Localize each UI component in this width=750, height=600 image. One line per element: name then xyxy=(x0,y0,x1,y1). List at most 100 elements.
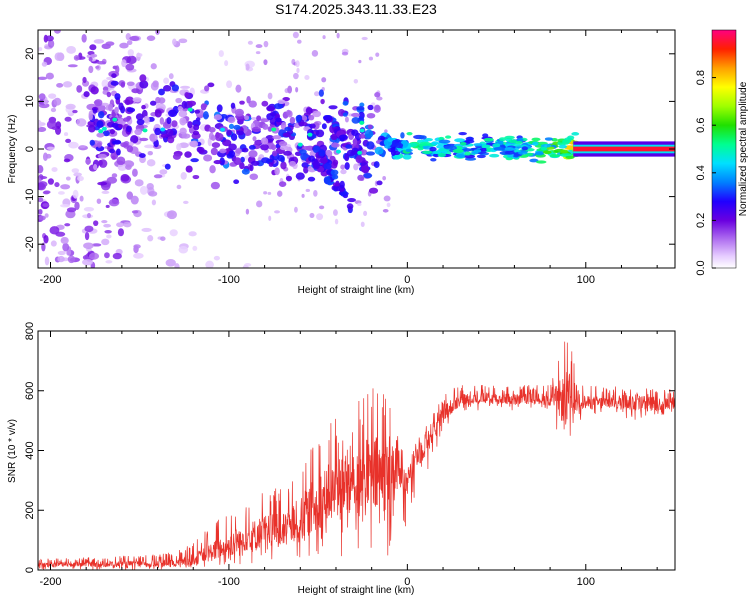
noise-blob xyxy=(77,175,84,182)
signal-blob xyxy=(244,115,250,121)
signal-blob xyxy=(149,100,157,106)
noise-blob xyxy=(38,197,44,203)
noise-blob xyxy=(82,76,87,84)
signal-blob xyxy=(106,91,112,98)
noise-blob xyxy=(277,190,283,197)
signal-blob xyxy=(406,131,413,136)
signal-blob xyxy=(295,172,305,180)
noise-blob xyxy=(106,234,112,239)
noise-blob xyxy=(38,93,46,101)
noise-blob xyxy=(56,82,64,88)
signal-blob xyxy=(92,108,98,114)
signal-blob xyxy=(544,137,553,141)
signal-blob xyxy=(344,162,350,170)
signal-blob xyxy=(187,121,193,129)
noise-blob xyxy=(292,31,299,39)
noise-blob xyxy=(172,38,177,46)
noise-blob xyxy=(255,44,263,49)
noise-blob xyxy=(43,235,49,244)
signal-blob xyxy=(289,116,296,124)
signal-blob xyxy=(309,123,316,129)
noise-blob xyxy=(71,168,80,174)
noise-blob xyxy=(76,85,83,93)
signal-blob xyxy=(278,141,288,147)
signal-blob xyxy=(207,82,215,88)
signal-blob xyxy=(441,150,448,154)
signal-blob xyxy=(235,84,242,93)
noise-blob xyxy=(368,56,374,61)
noise-blob xyxy=(127,49,134,57)
signal-blob xyxy=(330,169,339,176)
signal-blob xyxy=(96,132,105,138)
noise-blob xyxy=(361,36,368,41)
signal-blob xyxy=(89,139,95,146)
signal-blob xyxy=(158,88,165,96)
signal-blob xyxy=(177,105,183,112)
noise-blob xyxy=(144,144,155,149)
signal-blob xyxy=(256,115,262,122)
noise-blob xyxy=(65,103,76,110)
noise-blob xyxy=(376,96,383,101)
signal-blob xyxy=(210,181,220,190)
signal-blob xyxy=(338,134,348,140)
noise-blob xyxy=(48,116,57,124)
signal-blob xyxy=(260,137,269,145)
noise-blob xyxy=(119,42,129,49)
signal-blob xyxy=(288,160,297,167)
noise-blob xyxy=(93,163,98,171)
signal-blob xyxy=(132,168,138,177)
noise-blob xyxy=(79,145,86,149)
signal-blob xyxy=(248,145,256,150)
signal-peak xyxy=(271,127,277,132)
signal-blob xyxy=(116,148,121,156)
noise-blob xyxy=(68,141,79,149)
noise-blob xyxy=(44,256,50,266)
signal-peak xyxy=(359,128,365,133)
signal-blob xyxy=(118,124,123,129)
signal-blob xyxy=(430,158,437,162)
noise-blob xyxy=(95,65,100,69)
signal-blob xyxy=(340,164,345,170)
noise-blob xyxy=(314,91,320,97)
signal-blob xyxy=(320,171,328,176)
signal-blob xyxy=(438,139,451,144)
snr-line xyxy=(38,341,675,570)
spectrogram-marks xyxy=(38,30,675,268)
signal-blob xyxy=(83,91,90,98)
signal-blob xyxy=(184,151,192,158)
signal-peak xyxy=(142,128,148,133)
noise-blob xyxy=(83,206,95,212)
noise-blob xyxy=(85,158,92,165)
noise-blob xyxy=(88,252,100,260)
noise-blob xyxy=(105,204,110,209)
signal-blob xyxy=(165,128,174,137)
signal-blob xyxy=(97,153,107,159)
noise-blob xyxy=(251,117,257,121)
signal-blob xyxy=(433,150,441,155)
noise-blob xyxy=(316,213,324,221)
signal-blob xyxy=(126,81,135,87)
signal-blob xyxy=(344,153,350,162)
signal-blob xyxy=(373,104,381,113)
signal-blob xyxy=(275,117,282,123)
noise-blob xyxy=(63,132,69,137)
noise-blob xyxy=(104,252,110,259)
signal-blob xyxy=(482,133,489,138)
signal-blob xyxy=(135,113,144,121)
signal-blob xyxy=(374,146,384,155)
signal-blob xyxy=(455,153,466,159)
noise-blob xyxy=(38,215,46,221)
chart-title: S174.2025.343.11.33.E23 xyxy=(275,1,437,17)
signal-blob xyxy=(175,97,183,104)
noise-blob xyxy=(146,35,156,41)
noise-blob xyxy=(382,175,387,181)
noise-blob xyxy=(60,184,71,190)
colorbar-tick-label: 0.2 xyxy=(695,213,707,228)
noise-blob xyxy=(38,176,48,180)
signal-blob xyxy=(280,156,285,163)
noise-blob xyxy=(192,245,198,251)
noise-blob xyxy=(333,209,338,216)
noise-blob xyxy=(62,81,73,88)
noise-blob xyxy=(134,179,144,187)
signal-blob xyxy=(130,135,139,144)
